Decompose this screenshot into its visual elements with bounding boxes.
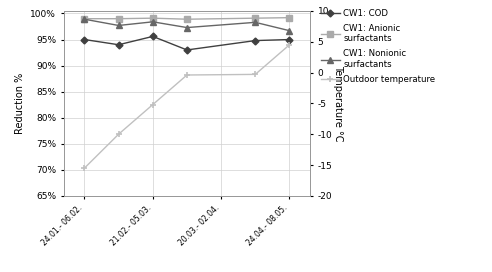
Legend: CW1: COD, CW1: Anionic
surfactants, CW1: Nonionic
surfactants, Outdoor temperatu: CW1: COD, CW1: Anionic surfactants, CW1:… [317,5,439,87]
Y-axis label: Reduction %: Reduction % [15,73,25,134]
Y-axis label: Temperature °C: Temperature °C [334,65,343,142]
